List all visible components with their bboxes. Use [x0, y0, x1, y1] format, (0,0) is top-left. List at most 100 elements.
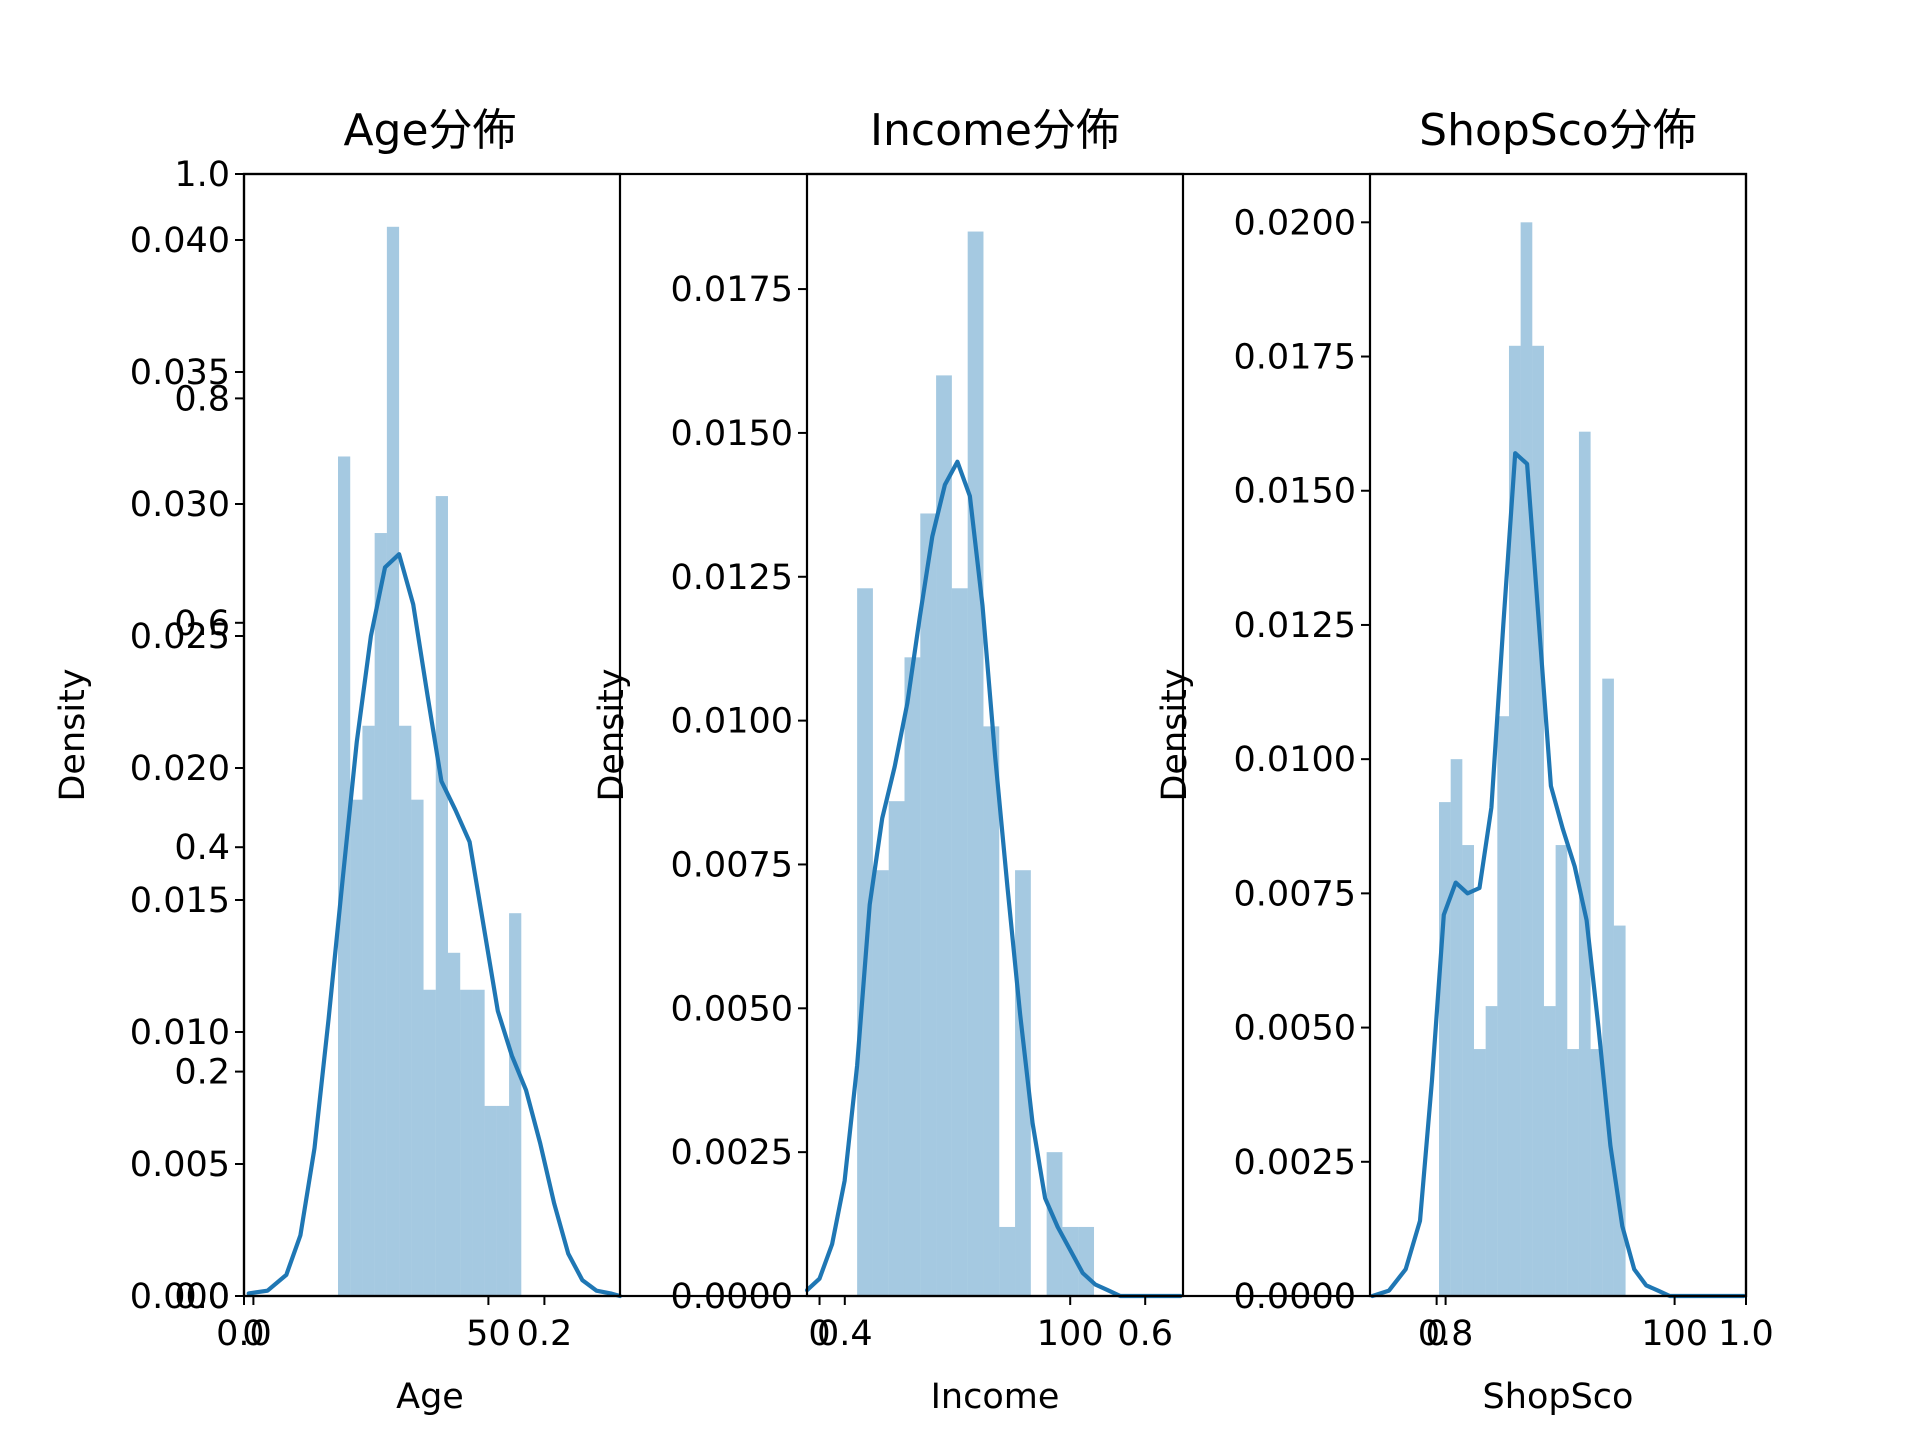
y-tick-label: 0.0200: [1234, 203, 1356, 243]
histogram-bar: [472, 989, 485, 1296]
histogram-bar: [936, 375, 952, 1296]
subplot-shopsco: ShopSco分佈 0 100 0.00000.00250.00500.00750…: [1155, 105, 1748, 1417]
histogram-bar: [1078, 1226, 1095, 1296]
histogram-bar: [999, 1226, 1016, 1296]
y-tick-label: 0.000: [130, 1277, 230, 1317]
y-tick-label: 0.0050: [671, 989, 793, 1029]
shopsco-y-ticks: 0.00000.00250.00500.00750.01000.01250.01…: [1234, 203, 1370, 1317]
y-tick-label: 0.0175: [671, 270, 793, 310]
x-axis-label-shopsco: ShopSco: [1483, 1377, 1634, 1417]
histogram-bar: [1473, 1049, 1486, 1296]
overlay-y-ticks: 0.0 0.2 0.4 0.6 0.8 1.0: [174, 155, 244, 1317]
overlay-x-ticks: 0.0 0.2 0.4 0.6 0.8 1.0: [216, 1296, 1774, 1354]
histogram-bar: [509, 913, 522, 1296]
y-tick-label: 0.0125: [1234, 606, 1356, 646]
overlay-y-tick-label: 0.6: [174, 604, 230, 644]
x-tick-label: 0: [1425, 1314, 1447, 1354]
x-tick-label: 50: [466, 1314, 511, 1354]
histogram-bar: [1439, 802, 1451, 1296]
histogram-bar: [1602, 678, 1614, 1296]
y-tick-label: 0.0050: [1234, 1009, 1356, 1049]
overlay-x-tick-label: 1.0: [1718, 1314, 1774, 1354]
overlay-y-tick-label: 0.8: [174, 379, 230, 419]
y-tick-label: 0.0100: [1234, 740, 1356, 780]
subplot-age: Age分佈 0 50 0.000 0.005 0.010 0.015 0.020 0.025…: [53, 105, 623, 1417]
y-axis-label-age: Density: [53, 668, 93, 801]
x-tick-label: 100: [1641, 1314, 1708, 1354]
x-tick-label: 0: [808, 1314, 830, 1354]
histogram-bar: [1543, 1006, 1556, 1296]
subplot-title-income: Income分佈: [870, 105, 1120, 156]
histogram-bar: [920, 513, 937, 1296]
x-axis-label-age: Age: [396, 1377, 464, 1417]
y-tick-label: 0.0100: [671, 702, 793, 742]
histogram-bar: [1462, 845, 1474, 1296]
histogram-bar: [435, 496, 448, 1297]
overlay-y-tick-label: 0.0: [174, 1277, 230, 1317]
overlay-x-tick-label: 0.2: [517, 1314, 573, 1354]
age-x-ticks: 0 50: [242, 1296, 511, 1354]
overlay-y-tick-label: 0.4: [174, 828, 230, 868]
histogram-bar: [1555, 845, 1568, 1296]
y-axis-label-shopsco: Density: [1155, 668, 1195, 801]
y-tick-label: 0.0025: [671, 1133, 793, 1173]
income-x-ticks: 0 100: [808, 1296, 1104, 1354]
histogram-bar: [423, 989, 436, 1296]
histogram-bar: [1450, 759, 1463, 1296]
histogram-bar: [350, 799, 363, 1296]
histogram-bar: [872, 870, 889, 1296]
histogram-bar: [386, 226, 400, 1296]
age-y-ticks: 0.000 0.005 0.010 0.015 0.020 0.025 0.030 0.035…: [130, 221, 244, 1317]
overlay-x-tick-label: 0.8: [1418, 1314, 1474, 1354]
y-tick-label: 0.0025: [1234, 1143, 1356, 1183]
y-tick-label: 0.0125: [671, 558, 793, 598]
y-tick-label: 0.040: [130, 221, 230, 261]
overlay-axes: 0.0 0.2 0.4 0.6 0.8 1.0 0.0 0.2 0.4 0.6 0.8 1.0: [174, 155, 1774, 1354]
histogram-bar: [1578, 431, 1591, 1296]
overlay-x-tick-label: 0.6: [1117, 1314, 1173, 1354]
overlay-y-tick-label: 0.2: [174, 1053, 230, 1093]
histogram-bar: [888, 801, 905, 1296]
histogram-bar: [484, 1105, 497, 1296]
histogram-bar: [967, 231, 984, 1297]
y-tick-label: 0.0150: [671, 414, 793, 454]
histogram-bar: [447, 952, 461, 1296]
y-tick-label: 0.010: [130, 1013, 230, 1053]
subplot-income: Income分佈 0 100 0.00000.00250.00500.00750.…: [592, 105, 1185, 1417]
y-tick-label: 0.035: [130, 353, 230, 393]
histogram-bar: [1015, 870, 1031, 1296]
y-tick-label: 0.020: [130, 749, 230, 789]
age-histogram: [338, 226, 522, 1297]
y-tick-label: 0.025: [130, 617, 230, 657]
histogram-bar: [1497, 716, 1509, 1296]
histogram-bar: [1590, 1049, 1603, 1296]
histogram-bar: [496, 1105, 510, 1296]
histogram-bar: [1520, 222, 1533, 1296]
histogram-bar: [1567, 1049, 1579, 1296]
y-tick-label: 0.015: [130, 881, 230, 921]
x-tick-label: 0: [242, 1314, 264, 1354]
histogram-bar: [983, 726, 1000, 1296]
histogram-bar: [374, 533, 387, 1296]
histogram-bar: [1508, 345, 1521, 1297]
y-axis-label-income: Density: [592, 668, 632, 801]
histogram-bar: [1532, 345, 1544, 1297]
histogram-bar: [1613, 925, 1626, 1296]
x-axis-label-income: Income: [931, 1377, 1060, 1417]
histogram-bar: [904, 657, 921, 1296]
overlay-x-tick-label: 0.0: [216, 1314, 272, 1354]
subplot-title-shopsco: ShopSco分佈: [1419, 105, 1697, 156]
histogram-bar: [362, 725, 375, 1296]
histogram-bar: [399, 725, 412, 1296]
shopsco-histogram: [1439, 222, 1626, 1297]
y-tick-label: 0.0075: [1234, 874, 1356, 914]
overlay-y-tick-label: 1.0: [174, 155, 230, 195]
y-tick-label: 0.0175: [1234, 338, 1356, 378]
income-y-ticks: 0.00000.00250.00500.00750.01000.01250.01…: [671, 270, 807, 1317]
y-tick-label: 0.0150: [1234, 472, 1356, 512]
y-tick-label: 0.0075: [671, 845, 793, 885]
income-histogram: [857, 231, 1095, 1297]
histogram-bar: [951, 588, 968, 1296]
